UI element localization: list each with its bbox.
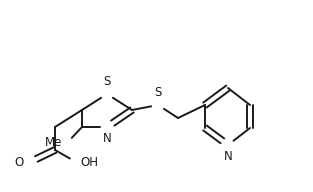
Text: Me: Me (45, 137, 62, 150)
Text: N: N (223, 150, 232, 163)
Text: N: N (103, 132, 111, 145)
Text: S: S (154, 86, 162, 99)
Text: OH: OH (80, 156, 98, 169)
Text: S: S (103, 75, 111, 88)
Text: O: O (15, 156, 24, 169)
